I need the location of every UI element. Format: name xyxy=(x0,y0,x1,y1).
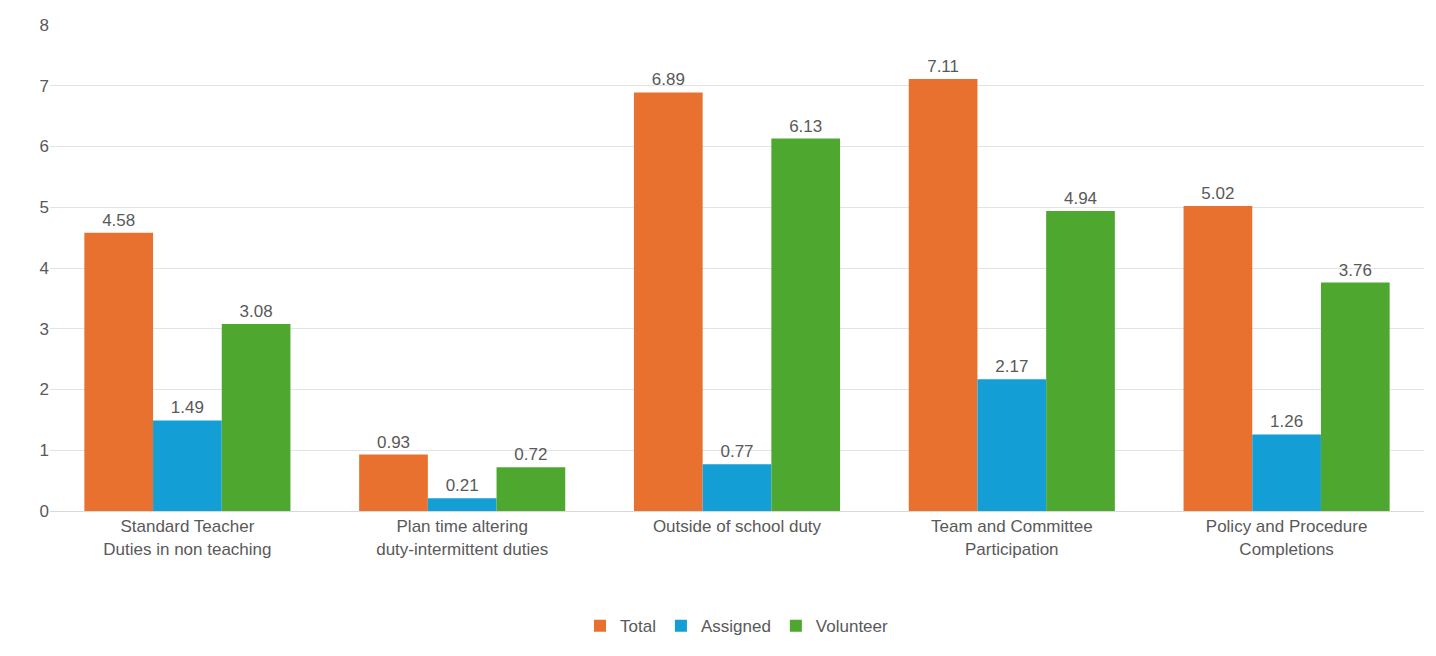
svg-text:Total: Total xyxy=(620,617,656,636)
svg-text:1: 1 xyxy=(40,441,49,460)
svg-text:4.94: 4.94 xyxy=(1064,189,1097,208)
svg-text:6.13: 6.13 xyxy=(789,117,822,136)
svg-text:0.77: 0.77 xyxy=(720,442,753,461)
svg-text:4.58: 4.58 xyxy=(102,211,135,230)
svg-text:1.26: 1.26 xyxy=(1270,412,1303,431)
svg-text:3.08: 3.08 xyxy=(240,302,273,321)
svg-text:6.89: 6.89 xyxy=(652,70,685,89)
svg-text:7.11: 7.11 xyxy=(927,57,959,76)
svg-text:1.49: 1.49 xyxy=(171,398,204,417)
svg-text:Policy and ProcedureCompletion: Policy and ProcedureCompletions xyxy=(1206,517,1368,558)
svg-text:5: 5 xyxy=(40,198,49,217)
svg-text:7: 7 xyxy=(40,77,49,96)
svg-text:0.72: 0.72 xyxy=(514,445,547,464)
svg-text:3.76: 3.76 xyxy=(1339,261,1372,280)
svg-text:2.17: 2.17 xyxy=(995,357,1028,376)
svg-text:0.21: 0.21 xyxy=(446,476,479,495)
svg-text:6: 6 xyxy=(40,137,49,156)
svg-text:0.93: 0.93 xyxy=(377,433,410,452)
svg-text:0: 0 xyxy=(40,502,49,521)
svg-text:Plan time alteringduty-intermi: Plan time alteringduty-intermittent duti… xyxy=(376,517,548,558)
svg-text:8: 8 xyxy=(40,16,49,35)
svg-text:Standard TeacherDuties in non: Standard TeacherDuties in non teaching xyxy=(103,517,271,558)
svg-text:Outside of school duty: Outside of school duty xyxy=(653,517,822,536)
svg-text:Team and CommitteeParticipatio: Team and CommitteeParticipation xyxy=(931,517,1093,558)
svg-text:Assigned: Assigned xyxy=(701,617,771,636)
svg-text:4: 4 xyxy=(40,259,49,278)
svg-text:5.02: 5.02 xyxy=(1201,184,1234,203)
svg-text:2: 2 xyxy=(40,380,49,399)
svg-text:Volunteer: Volunteer xyxy=(816,617,888,636)
svg-text:3: 3 xyxy=(40,320,49,339)
